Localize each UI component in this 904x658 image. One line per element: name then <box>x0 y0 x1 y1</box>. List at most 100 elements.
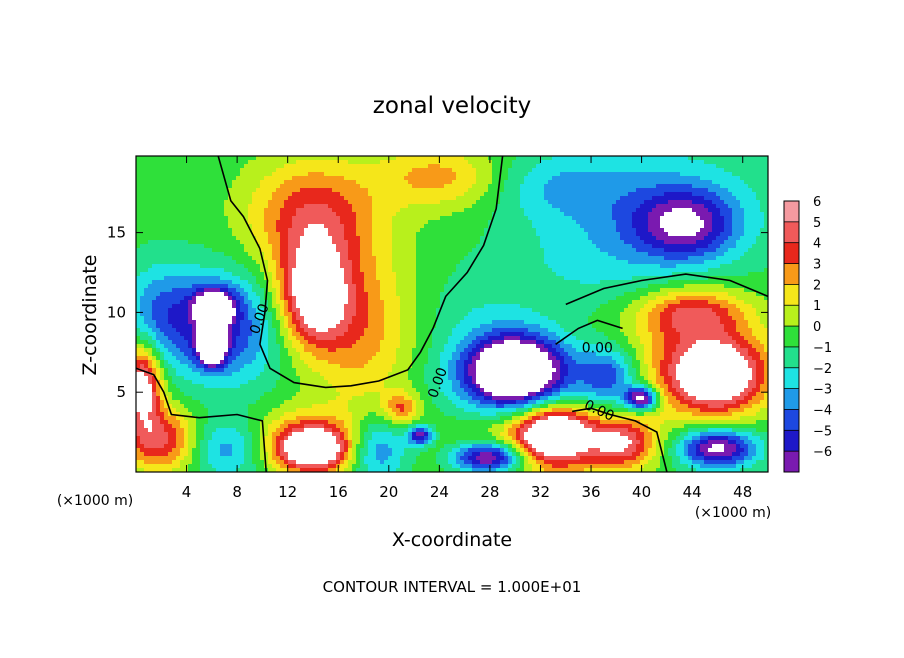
field-cell <box>208 244 213 249</box>
field-cell <box>756 276 761 281</box>
field-cell <box>764 220 769 225</box>
field-cell <box>252 200 257 205</box>
field-cell <box>328 212 333 217</box>
field-cell <box>764 228 769 233</box>
field-cell <box>748 192 753 197</box>
field-cell <box>168 200 173 205</box>
field-cell <box>528 180 533 185</box>
field-cell <box>688 192 693 197</box>
field-cell <box>648 244 653 249</box>
field-cell <box>236 272 241 277</box>
field-cell <box>688 176 693 181</box>
field-cell <box>484 228 489 233</box>
field-cell <box>148 156 153 161</box>
field-cell <box>200 228 205 233</box>
field-cell <box>212 228 217 233</box>
field-cell <box>464 172 469 177</box>
field-cell <box>636 232 641 237</box>
field-cell <box>708 228 713 233</box>
field-cell <box>748 276 753 281</box>
field-cell <box>600 164 605 169</box>
field-cell <box>512 224 517 229</box>
field-cell <box>220 252 225 257</box>
field-cell <box>248 260 253 265</box>
field-cell <box>456 164 461 169</box>
field-cell <box>372 228 377 233</box>
field-cell <box>540 220 545 225</box>
field-cell <box>580 164 585 169</box>
field-cell <box>368 216 373 221</box>
field-cell <box>444 172 449 177</box>
field-cell <box>616 224 621 229</box>
field-cell <box>512 276 517 281</box>
field-cell <box>372 192 377 197</box>
field-cell <box>648 260 653 265</box>
field-cell <box>208 156 213 161</box>
field-cell <box>716 236 721 241</box>
field-cell <box>704 184 709 189</box>
field-cell <box>648 220 653 225</box>
field-cell <box>360 164 365 169</box>
field-cell <box>544 224 549 229</box>
field-cell <box>756 180 761 185</box>
field-cell <box>340 172 345 177</box>
field-cell <box>148 252 153 257</box>
field-cell <box>236 188 241 193</box>
field-cell <box>228 260 233 265</box>
field-cell <box>340 184 345 189</box>
field-cell <box>676 276 681 281</box>
field-cell <box>552 188 557 193</box>
field-cell <box>656 212 661 217</box>
field-cell <box>560 176 565 181</box>
field-cell <box>544 260 549 265</box>
field-cell <box>204 180 209 185</box>
field-cell <box>732 268 737 273</box>
field-cell <box>304 260 309 265</box>
field-cell <box>416 276 421 281</box>
field-cell <box>616 200 621 205</box>
field-cell <box>376 188 381 193</box>
field-cell <box>312 272 317 277</box>
field-cell <box>528 212 533 217</box>
field-cell <box>720 252 725 257</box>
field-cell <box>612 276 617 281</box>
field-cell <box>456 156 461 161</box>
field-cell <box>720 172 725 177</box>
field-cell <box>348 188 353 193</box>
field-cell <box>168 260 173 265</box>
field-cell <box>528 200 533 205</box>
field-cell <box>752 176 757 181</box>
field-cell <box>620 256 625 261</box>
field-cell <box>456 276 461 281</box>
field-cell <box>620 208 625 213</box>
field-cell <box>632 256 637 261</box>
field-cell <box>156 224 161 229</box>
field-cell <box>252 196 257 201</box>
field-cell <box>428 200 433 205</box>
field-cell <box>640 240 645 245</box>
field-cell <box>752 220 757 225</box>
field-cell <box>332 212 337 217</box>
field-cell <box>728 192 733 197</box>
field-cell <box>548 248 553 253</box>
field-cell <box>432 220 437 225</box>
field-cell <box>512 200 517 205</box>
field-cell <box>592 192 597 197</box>
field-cell <box>360 188 365 193</box>
field-cell <box>232 160 237 165</box>
field-cell <box>268 204 273 209</box>
field-cell <box>444 156 449 161</box>
field-cell <box>376 172 381 177</box>
field-cell <box>732 264 737 269</box>
field-cell <box>172 244 177 249</box>
field-cell <box>696 200 701 205</box>
field-cell <box>360 212 365 217</box>
field-cell <box>352 264 357 269</box>
field-cell <box>708 184 713 189</box>
field-cell <box>448 188 453 193</box>
field-cell <box>256 180 261 185</box>
field-cell <box>748 232 753 237</box>
field-cell <box>240 272 245 277</box>
field-cell <box>156 160 161 165</box>
field-cell <box>748 156 753 161</box>
